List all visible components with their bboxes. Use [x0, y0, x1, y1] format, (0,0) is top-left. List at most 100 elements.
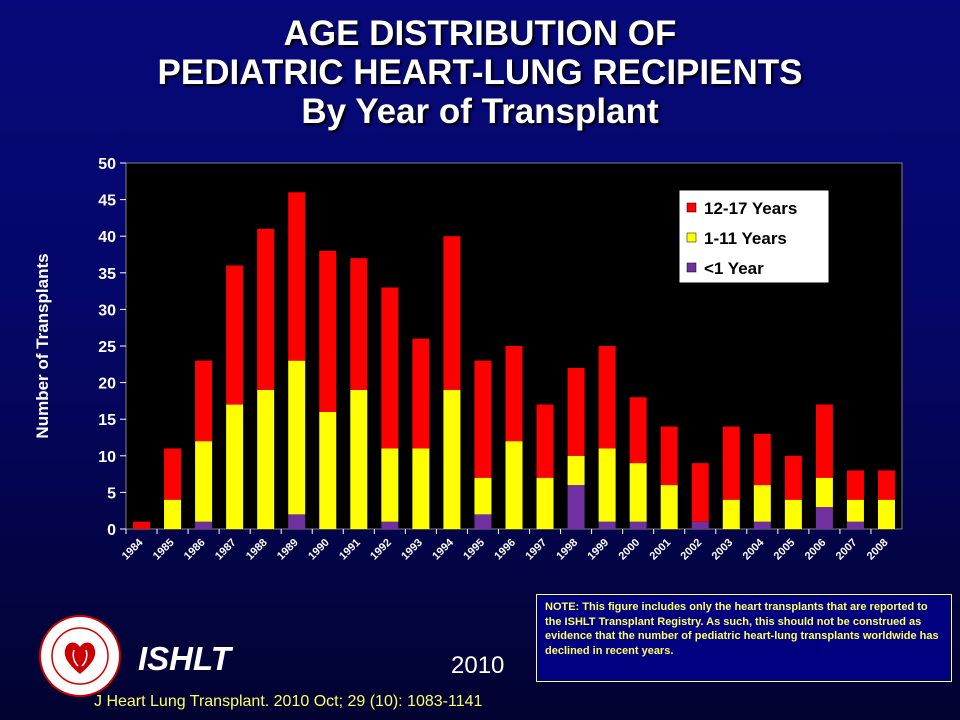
chart-title: AGE DISTRIBUTION OF PEDIATRIC HEART-LUNG…: [0, 14, 960, 131]
stacked-bar-chart: 0 5 10 15 20 25 30 35 40 45 50 Number of Transplant…: [33, 156, 903, 563]
bar-segment: [381, 521, 399, 529]
bar-segment: [443, 389, 461, 529]
y-axis-label: Number of Transplants: [33, 253, 52, 438]
bar-segment: [753, 485, 771, 522]
y-tick-label: 0: [107, 522, 116, 539]
bar-segment: [350, 258, 368, 390]
x-tick-label: 1988: [244, 537, 270, 563]
bar-segment: [660, 426, 678, 486]
y-tick-label: 5: [107, 485, 116, 502]
bar-segment: [195, 360, 213, 442]
x-tick-label: 1995: [461, 537, 487, 563]
bar-segment: [257, 389, 275, 529]
x-tick-label: 1992: [368, 537, 394, 563]
legend-swatch: [686, 262, 697, 273]
bar-segment: [195, 441, 213, 522]
citation: J Heart Lung Transplant. 2010 Oct; 29 (1…: [94, 693, 483, 710]
title-line-2: PEDIATRIC HEART-LUNG RECIPIENTS: [157, 53, 803, 92]
legend-label: <1 Year: [704, 259, 764, 278]
bar-segment: [164, 499, 182, 529]
bar-segment: [536, 404, 554, 478]
ishlt-logo-icon: [39, 615, 121, 697]
x-tick-label: 1985: [151, 537, 177, 563]
legend-label: 1-11 Years: [704, 229, 787, 248]
x-tick-label: 1998: [554, 537, 580, 563]
legend-label: 12-17 Years: [704, 199, 797, 218]
bar-segment: [133, 521, 151, 529]
bar-segment: [877, 470, 895, 500]
bar-segment: [226, 404, 244, 529]
bar-segment: [567, 455, 585, 486]
y-tick-label: 25: [98, 339, 116, 356]
report-year: 2010: [451, 652, 505, 679]
bar-segment: [722, 499, 740, 529]
bar-segment: [319, 250, 337, 412]
y-tick-label: 20: [98, 376, 116, 393]
organization-label: ISHLT: [138, 640, 231, 677]
title-line-3: By Year of Transplant: [301, 92, 659, 131]
bar-segment: [474, 477, 492, 515]
bar-segment: [288, 360, 306, 515]
x-tick-label: 1987: [213, 537, 239, 563]
x-tick-label: 2001: [648, 537, 674, 563]
x-tick-label: 1990: [306, 537, 332, 563]
y-tick-label: 40: [98, 229, 116, 246]
bar-segment: [846, 470, 864, 500]
x-tick-label: 2004: [741, 536, 767, 562]
bar-segment: [784, 499, 802, 529]
bar-segment: [195, 521, 213, 529]
y-tick-label: 45: [98, 193, 116, 210]
bar-segment: [567, 367, 585, 456]
bar-segment: [381, 448, 399, 522]
legend-swatch: [686, 232, 697, 243]
x-tick-label: 1997: [523, 537, 549, 563]
bar-segment: [784, 455, 802, 500]
bar-segment: [443, 236, 461, 390]
y-tick-label: 10: [98, 449, 116, 466]
y-tick-label: 30: [98, 302, 116, 319]
bar-segment: [722, 426, 740, 500]
x-tick-label: 2008: [865, 537, 891, 563]
bar-segment: [629, 521, 647, 529]
bar-segment: [226, 265, 244, 405]
legend-box: [678, 189, 830, 284]
bar-segment: [350, 389, 368, 529]
bar-segment: [598, 346, 616, 449]
bar-segment: [412, 448, 430, 529]
bar-segment: [815, 507, 833, 529]
y-tick-label: 15: [98, 412, 116, 429]
bar-segment: [288, 192, 306, 361]
bar-segment: [598, 521, 616, 529]
bar-segment: [505, 346, 523, 442]
bar-segment: [753, 521, 771, 529]
x-tick-label: 1993: [399, 537, 425, 563]
note-box: NOTE: This figure includes only the hear…: [536, 594, 952, 682]
x-tick-label: 2000: [616, 537, 642, 563]
x-tick-label: 1996: [492, 537, 518, 563]
bar-segment: [598, 448, 616, 522]
bar-segment: [319, 411, 337, 529]
x-tick-label: 2002: [679, 537, 705, 563]
bar-segment: [846, 499, 864, 522]
bar-segment: [505, 441, 523, 529]
bar-segment: [474, 514, 492, 529]
x-tick-label: 1994: [430, 536, 456, 562]
bar-segment: [164, 448, 182, 500]
x-tick-label: 1999: [585, 537, 611, 563]
bar-segment: [815, 404, 833, 478]
bar-segment: [381, 287, 399, 449]
bar-segment: [536, 477, 554, 529]
bar-segment: [629, 463, 647, 522]
bar-segment: [660, 485, 678, 529]
bar-segment: [629, 397, 647, 464]
bar-segment: [877, 499, 895, 529]
y-tick-label: 50: [98, 156, 116, 173]
x-tick-label: 2007: [834, 537, 860, 563]
bar-segment: [846, 521, 864, 529]
bar-segment: [257, 228, 275, 390]
bar-segment: [567, 485, 585, 529]
bar-segment: [691, 521, 709, 529]
x-tick-label: 2003: [710, 537, 736, 563]
bar-segment: [691, 463, 709, 522]
title-line-1: AGE DISTRIBUTION OF: [283, 14, 677, 53]
